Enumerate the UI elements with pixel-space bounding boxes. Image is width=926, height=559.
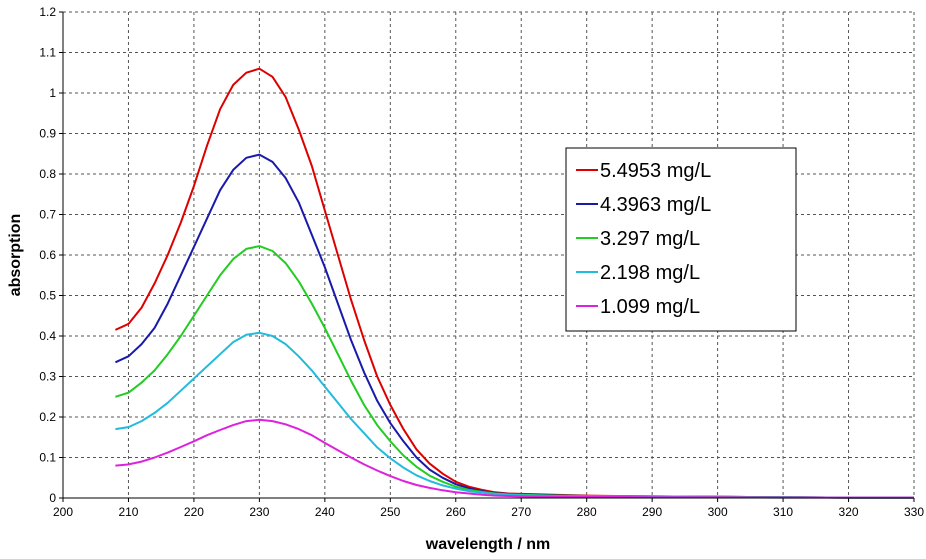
x-tick-label: 210 [118, 505, 138, 519]
y-tick-label: 0.8 [39, 167, 56, 181]
y-tick-label: 0.5 [39, 289, 56, 303]
y-tick-label: 0.1 [39, 451, 56, 465]
series-line-5 [115, 418, 914, 499]
y-tick-label: 0.2 [39, 410, 56, 424]
x-tick-label: 320 [839, 505, 859, 519]
x-tick-label: 290 [642, 505, 662, 519]
x-tick-labels: 200 210 220 230 240 250 260 270 280 290 300 310 320 3… [53, 498, 924, 519]
y-tick-label: 0.3 [39, 370, 56, 384]
legend-label: 4.3963 mg/L [600, 194, 711, 216]
legend-label: 3.297 mg/L [600, 228, 700, 250]
legend-label: 2.198 mg/L [600, 262, 700, 284]
x-tick-label: 330 [904, 505, 924, 519]
y-tick-label: 1 [49, 86, 56, 100]
x-tick-label: 270 [511, 505, 531, 519]
y-tick-label: 0.9 [39, 127, 56, 141]
x-tick-label: 240 [315, 505, 335, 519]
y-tick-labels: 0 0.1 0.2 0.3 0.4 0.5 0.6 0.7 0.8 0.9 1 1.1 1.2 [39, 5, 63, 505]
y-tick-label: 1.2 [39, 5, 56, 19]
y-tick-label: 0 [49, 491, 56, 505]
legend-label: 1.099 mg/L [600, 296, 700, 318]
x-tick-label: 260 [446, 505, 466, 519]
x-tick-label: 310 [773, 505, 793, 519]
x-tick-label: 220 [184, 505, 204, 519]
legend: 5.4953 mg/L 4.3963 mg/L 3.297 mg/L 2.198 mg… [565, 147, 797, 332]
x-tick-label: 280 [577, 505, 597, 519]
x-tick-label: 200 [53, 505, 73, 519]
y-axis-title: absorption [7, 214, 24, 297]
y-tick-label: 1.1 [39, 46, 56, 60]
series-lines [114, 67, 914, 499]
x-axis-title: wavelength / nm [425, 536, 550, 553]
x-tick-label: 230 [249, 505, 269, 519]
y-tick-label: 0.4 [39, 329, 56, 343]
x-tick-label: 300 [708, 505, 728, 519]
x-tick-label: 250 [380, 505, 400, 519]
legend-label: 5.4953 mg/L [600, 160, 711, 182]
y-tick-label: 0.7 [39, 208, 56, 222]
legend-box [565, 147, 797, 332]
y-tick-label: 0.6 [39, 248, 56, 262]
